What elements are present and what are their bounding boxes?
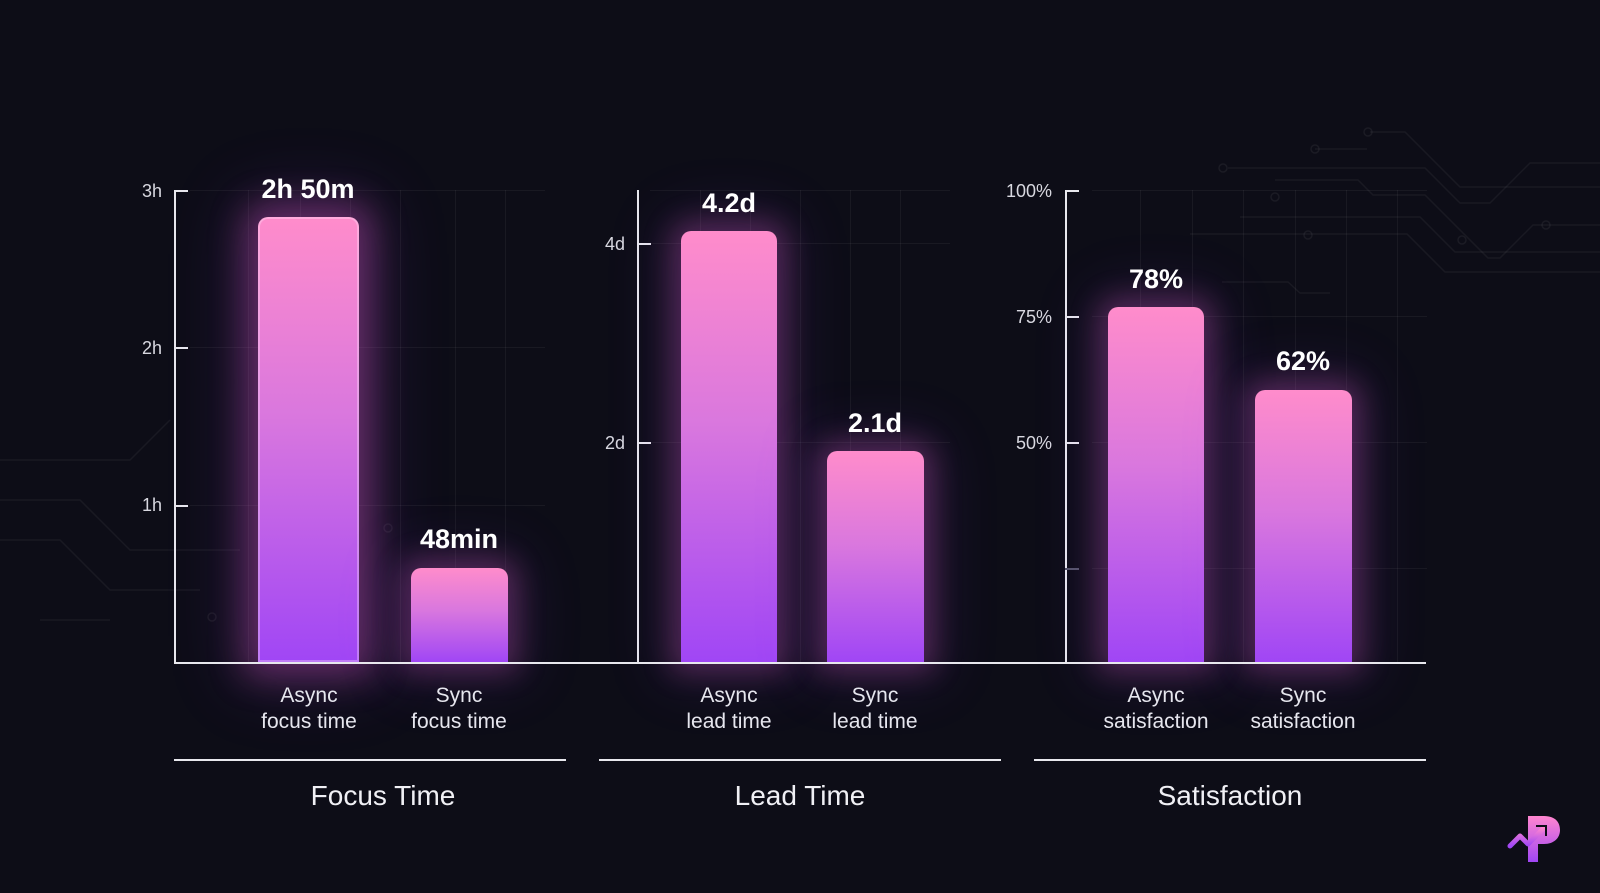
y-tick-label: 4d xyxy=(604,234,625,254)
group-title-lead-time: Lead Time xyxy=(734,780,866,811)
gridline xyxy=(900,190,901,662)
gridline xyxy=(400,190,401,662)
gridline xyxy=(248,190,249,662)
y-tick-label: 100% xyxy=(1005,181,1052,201)
group-divider xyxy=(174,759,566,761)
y-tick xyxy=(637,243,651,245)
y-axis xyxy=(1065,190,1067,664)
category-label: Async focus time xyxy=(229,683,389,735)
category-label-line: satisfaction xyxy=(1103,710,1209,733)
y-tick xyxy=(1065,190,1079,192)
bar-value-label: 48min xyxy=(419,524,499,554)
category-label-line: Async xyxy=(280,684,338,707)
gridline xyxy=(190,505,545,506)
gridline xyxy=(190,190,545,191)
category-label-line: focus time xyxy=(261,710,357,733)
gridline xyxy=(190,347,545,348)
y-tick-label: 75% xyxy=(1015,307,1052,327)
y-tick xyxy=(1065,316,1079,318)
trend-arrow-p-logo-icon xyxy=(1507,816,1560,862)
bar-async-satisfaction xyxy=(1108,307,1204,662)
bar-sync-focus-time xyxy=(411,568,508,662)
group-title-focus-time: Focus Time xyxy=(310,780,456,811)
category-label-line: Async xyxy=(1127,684,1185,707)
category-label-line: Sync xyxy=(851,684,899,707)
category-label-line: Sync xyxy=(1279,684,1327,707)
bar-async-focus-time xyxy=(258,217,359,662)
bar-sync-lead-time xyxy=(827,451,924,662)
category-label-line: lead time xyxy=(686,710,772,733)
y-tick xyxy=(1065,568,1079,570)
gridline xyxy=(650,442,950,443)
gridline xyxy=(455,190,456,662)
category-label-line: Async xyxy=(700,684,758,707)
y-axis xyxy=(637,190,639,664)
bar-value-label: 78% xyxy=(1128,264,1184,294)
y-tick-label: 1h xyxy=(141,495,162,515)
gridline xyxy=(650,190,950,191)
category-label-line: lead time xyxy=(832,710,918,733)
category-label-line: Sync xyxy=(435,684,483,707)
category-label-line: focus time xyxy=(411,710,507,733)
gridline xyxy=(650,243,950,244)
y-tick xyxy=(174,347,188,349)
y-tick xyxy=(174,190,188,192)
gridline xyxy=(505,190,506,662)
bar-async-lead-time xyxy=(681,231,777,662)
gridline xyxy=(1092,316,1427,317)
group-divider xyxy=(599,759,1001,761)
category-label: Async lead time xyxy=(649,683,809,735)
gridline xyxy=(1092,190,1427,191)
bar-value-label: 62% xyxy=(1275,346,1331,376)
bar-value-label: 2h 50m xyxy=(261,174,355,204)
category-label: Sync satisfaction xyxy=(1223,683,1383,735)
gridline xyxy=(800,190,801,662)
bar-sync-satisfaction xyxy=(1255,390,1352,662)
gridline xyxy=(1243,190,1244,662)
y-tick-label: 2d xyxy=(604,433,625,453)
category-label: Sync lead time xyxy=(795,683,955,735)
group-title-satisfaction: Satisfaction xyxy=(1157,780,1303,811)
bar-value-label: 4.2d xyxy=(701,188,757,218)
gridline xyxy=(1397,190,1398,662)
category-label-line: satisfaction xyxy=(1250,710,1356,733)
y-tick-label: 3h xyxy=(141,181,162,201)
y-tick xyxy=(637,442,651,444)
y-tick-label: 50% xyxy=(1015,433,1052,453)
y-tick-label: 2h xyxy=(141,338,162,358)
y-tick xyxy=(1065,442,1079,444)
bar-value-label: 2.1d xyxy=(847,408,903,438)
y-tick xyxy=(174,505,188,507)
category-label: Async satisfaction xyxy=(1076,683,1236,735)
category-label: Sync focus time xyxy=(379,683,539,735)
y-axis xyxy=(174,190,176,664)
x-axis-baseline xyxy=(174,662,1426,664)
gridline xyxy=(850,190,851,662)
group-divider xyxy=(1034,759,1426,761)
